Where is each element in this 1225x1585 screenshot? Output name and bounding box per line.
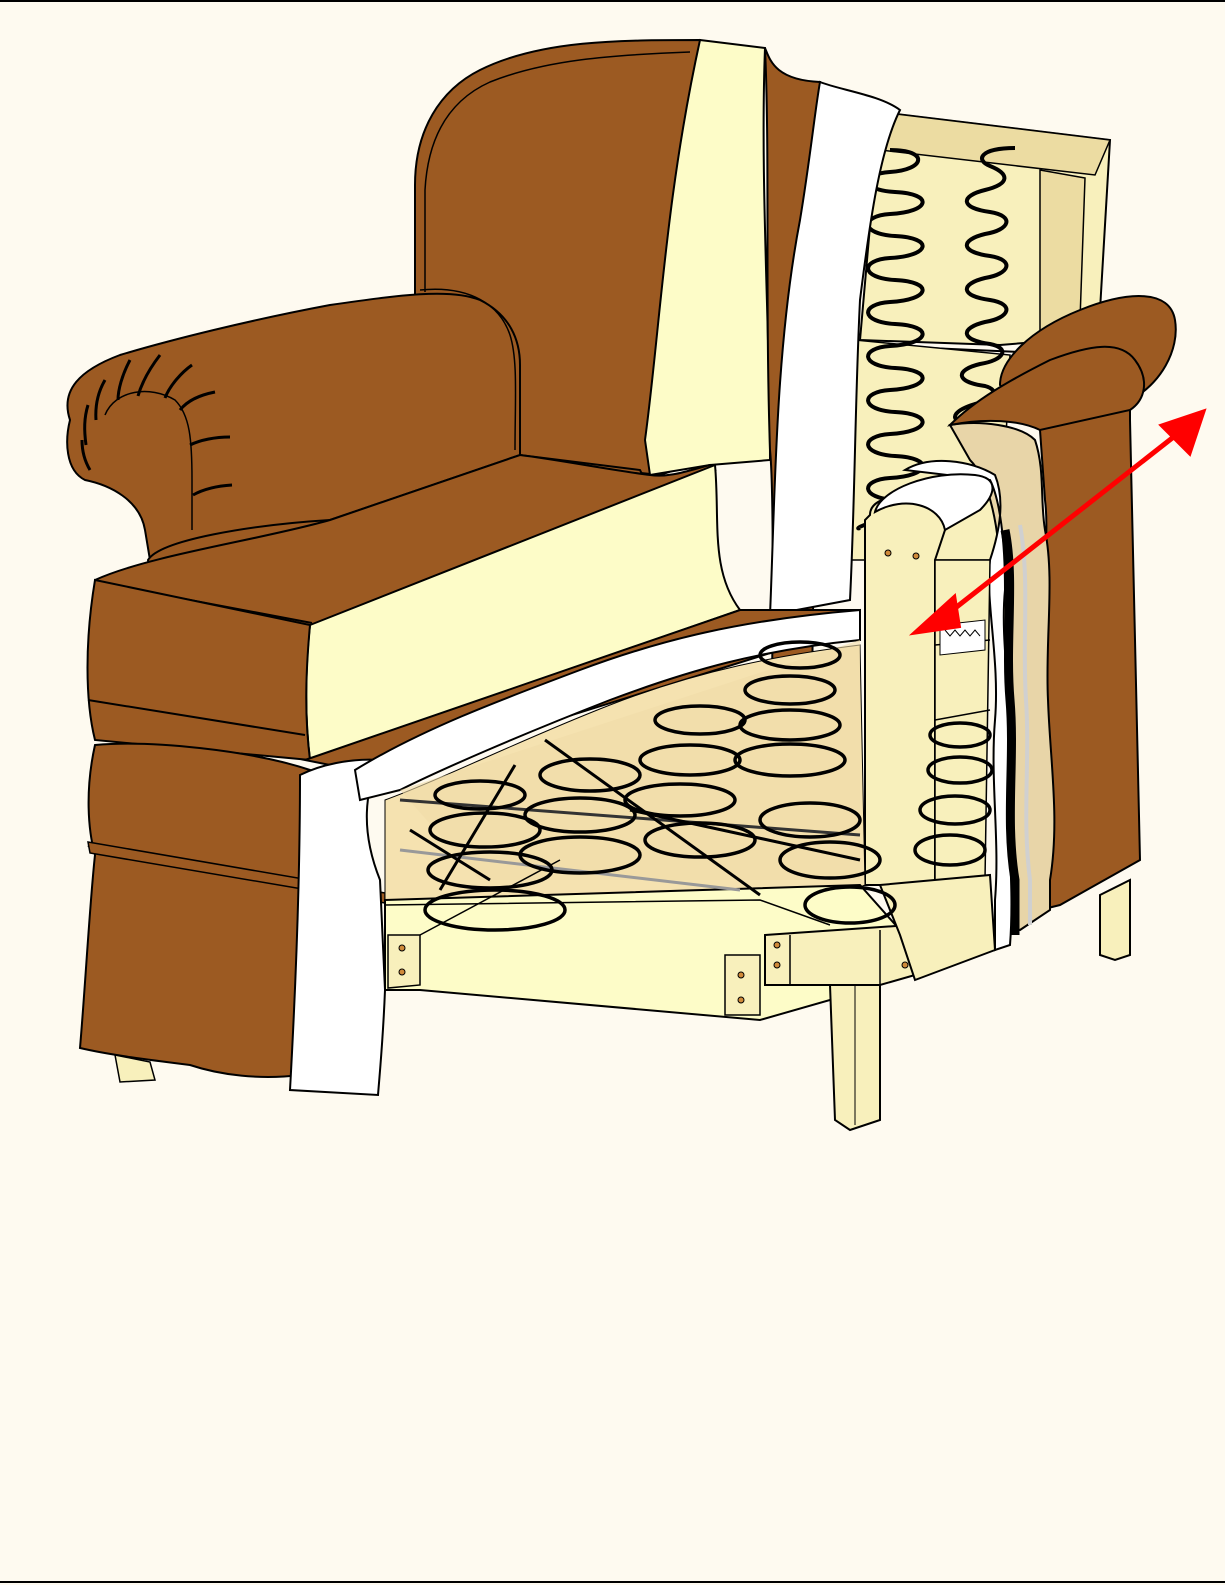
right-arm (864, 295, 1177, 952)
coil-spring (423, 888, 567, 932)
corner-block (724, 954, 761, 1016)
arrow-head-lower (908, 593, 962, 636)
skirt-white-padding (288, 758, 387, 1097)
skirt (78, 742, 387, 1097)
seat-top-fabric (94, 453, 717, 632)
coil-spring (758, 640, 842, 670)
coil-spring (758, 801, 862, 839)
right-arm-top-roll (946, 345, 1145, 432)
left-arm-scroll-face (104, 390, 193, 530)
zigzag-spring-right (953, 146, 1016, 424)
coil-spring (733, 742, 847, 778)
coil-spring (538, 757, 642, 793)
back-white-padding (768, 80, 902, 617)
coil-spring (518, 835, 642, 875)
dowel-hole (884, 549, 892, 557)
coil-spring (738, 708, 842, 742)
coil-spring (913, 833, 987, 867)
arrow-head-upper (1158, 408, 1207, 457)
skirt-fabric (78, 742, 312, 1078)
coil-spring (638, 743, 742, 777)
seat-interior (353, 608, 1131, 1132)
coil-spring (778, 840, 882, 880)
right-arm-white-padding (901, 459, 1013, 952)
coil-spring (433, 779, 527, 811)
arm-panel-arrow (908, 408, 1207, 636)
coil-spring (803, 885, 897, 925)
front-right-corner-block (764, 923, 917, 986)
seat-front-rail (384, 883, 902, 1022)
coil-spring (643, 821, 757, 859)
right-arm-black-stripe (1000, 529, 1020, 935)
coil-spring (743, 674, 837, 706)
corner-block (387, 934, 421, 989)
coil-spring (926, 755, 994, 785)
coil-spring (623, 782, 737, 818)
spring-ties (409, 738, 861, 897)
coil-spring (523, 796, 637, 834)
coil-springs (423, 640, 994, 932)
coil-spring (918, 794, 992, 826)
zigzag-spring-left (856, 148, 925, 531)
scroll-pleats (80, 354, 233, 497)
dowel-hole (912, 552, 920, 560)
rear-right-leg (1099, 878, 1131, 962)
coil-spring (928, 721, 992, 749)
back-zigzag-springs (856, 146, 1016, 531)
front-left-leg (114, 1054, 156, 1083)
